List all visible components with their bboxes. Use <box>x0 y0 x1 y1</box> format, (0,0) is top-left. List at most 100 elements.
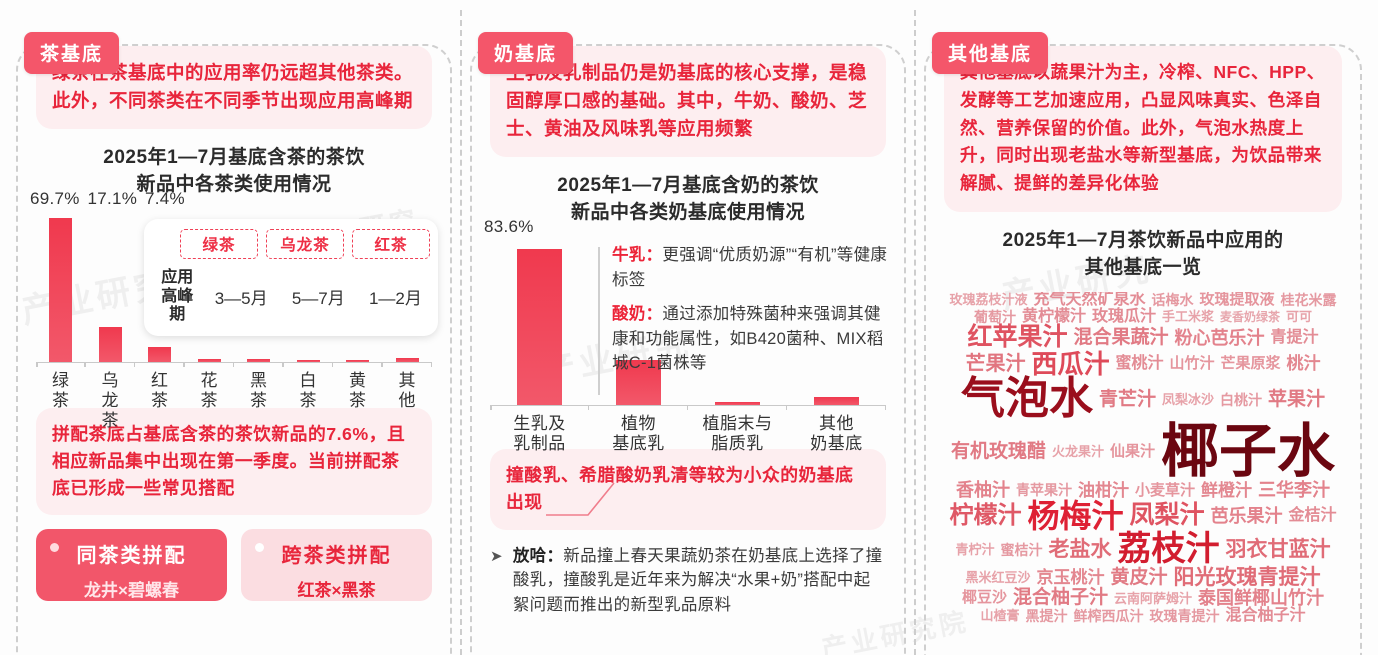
word-cloud-term: 玫瑰荔枝汁液 <box>949 292 1028 308</box>
peak-chip-black-tea: 红茶 <box>352 229 430 260</box>
badge-milk-base: 奶基底 <box>478 32 574 74</box>
blend-card-row: 同茶类拼配 龙井×碧螺春 跨茶类拼配 红茶×黑茶 <box>36 529 432 602</box>
bar-value-label: 7.4% <box>145 189 185 209</box>
word-cloud-term: 仙果汁 <box>1110 443 1156 461</box>
word-cloud-term: 有机玫瑰醋 <box>950 441 1046 463</box>
peak-period-value-row: 应用 高峰期 3—5月 5—7月 1—2月 <box>152 269 430 324</box>
word-cloud-term: 青提汁 <box>1270 328 1319 346</box>
callout-milk-base: 生乳及乳制品仍是奶基底的核心支撑，是稳固醇厚口感的基础。其中，牛奶、酸奶、芝士、… <box>490 46 886 158</box>
word-cloud-term: 火龙果汁 <box>1051 444 1104 460</box>
bar <box>148 346 172 363</box>
word-cloud-term: 云南阿萨姆汁 <box>1114 590 1193 606</box>
word-cloud-term: 阳光玫瑰青提汁 <box>1173 566 1321 590</box>
word-cloud-term: 凤梨汁 <box>1129 501 1205 530</box>
word-cloud-term: 椰子水 <box>1161 419 1336 485</box>
bullet-dot-icon <box>50 543 59 553</box>
blend-card-title: 同茶类拼配 <box>76 545 187 568</box>
blend-card-subtitle: 龙井×碧螺春 <box>84 581 179 601</box>
bar-value-label: 83.6% <box>484 217 534 237</box>
annotation-milk: 牛乳：更强调“优质奶源”“有机”等健康标签 <box>612 246 888 290</box>
word-cloud-term: 玫瑰青提汁 <box>1149 607 1220 624</box>
word-cloud-term: 玫瑰瓜汁 <box>1091 307 1156 325</box>
column-milk-base: 奶基底 生乳及乳制品仍是奶基底的核心支撑，是稳固醇厚口感的基础。其中，牛奶、酸奶… <box>462 10 916 655</box>
bar <box>98 326 122 363</box>
bar <box>247 359 271 363</box>
word-cloud-term: 泰国鲜椰山竹汁 <box>1198 587 1325 608</box>
bar-value-label: 69.7% <box>30 189 80 209</box>
word-cloud-term: 蜜桔汁 <box>1000 541 1043 558</box>
word-cloud-term: 白桃汁 <box>1220 391 1262 408</box>
bar-slot <box>787 241 886 411</box>
word-cloud-term: 麦香奶绿茶 <box>1220 309 1281 324</box>
word-cloud-term: 青柠汁 <box>955 542 995 558</box>
word-cloud-term: 油柑汁 <box>1077 480 1129 500</box>
peak-period-chip-row: 绿茶 乌龙茶 红茶 <box>152 229 430 260</box>
word-cloud-term: 柠檬汁 <box>949 501 1022 529</box>
peak-chip-oolong-tea: 乌龙茶 <box>266 229 344 260</box>
word-cloud-term: 黄皮汁 <box>1110 567 1168 589</box>
column-tea-base: 茶基底 绿茶在茶基底中的应用率仍远超其他茶类。此外，不同茶类在不同季节出现应用高… <box>8 10 462 655</box>
word-cloud-term: 混合果蔬汁 <box>1073 327 1169 349</box>
bar-slot: 83.6% <box>484 217 589 411</box>
bar <box>615 359 662 406</box>
bar <box>516 249 563 406</box>
bar-slot: 69.7% <box>30 189 86 368</box>
bar <box>296 360 320 363</box>
word-cloud-term: 金桔汁 <box>1288 506 1337 524</box>
badge-other-base: 其他基底 <box>932 32 1049 74</box>
peak-chip-green-tea: 绿茶 <box>180 229 258 260</box>
word-cloud-term: 充气天然矿泉水 <box>1033 291 1146 308</box>
word-cloud-term: 黑提汁 <box>1025 607 1068 624</box>
bar-category-label: 其他 奶基底 <box>810 414 863 454</box>
bar-slot: 17.1% <box>86 189 137 368</box>
column-panel-border <box>16 44 452 655</box>
word-cloud-term: 鲜橙汁 <box>1201 480 1252 500</box>
word-cloud-term: 葡萄汁 <box>973 308 1016 325</box>
bar-chart-tea: 69.7% 17.1% 7.4% 绿茶乌龙茶红茶花茶黑茶白茶黄茶其他 绿茶 乌龙茶 … <box>30 189 438 430</box>
bar-chart-xaxis-tea: 绿茶 乌龙茶 红茶花茶黑茶白茶黄茶其他 <box>36 371 432 431</box>
bar-value-label: 17.1% <box>87 189 138 209</box>
bar-slot <box>333 213 383 368</box>
word-cloud-other-base: 玫瑰荔枝汁液 充气天然矿泉水 话梅水 玫瑰提取液 桂花米露葡萄汁 黄柠檬汁 玫瑰瓜汁 手工米浆… <box>944 292 1342 644</box>
bullet-dot-icon <box>255 543 264 553</box>
word-cloud-term: 芒果原浆 <box>1220 355 1281 373</box>
column-other-base: 其他基底 其他基底以蔬果汁为主，冷榨、NFC、HPP、发酵等工艺加速应用，凸显风… <box>916 10 1370 655</box>
word-cloud-term: 粉心芭乐汁 <box>1174 327 1265 348</box>
word-cloud-term: 手工米浆 <box>1161 309 1214 325</box>
bar-slot <box>185 213 235 368</box>
badge-tea-base: 茶基底 <box>24 32 120 74</box>
word-cloud-term: 京玉桃汁 <box>1036 568 1105 588</box>
bar <box>197 358 221 363</box>
peak-value-oolong-tea: 5—7月 <box>291 289 345 309</box>
word-cloud-term: 混合柚子汁 <box>1225 606 1306 624</box>
word-cloud-term: 黑米红豆沙 <box>965 570 1031 586</box>
column-panel-border <box>470 44 906 655</box>
arrow-bullet-icon: ➤ <box>490 547 503 565</box>
bar-category-label: 白茶 <box>299 371 317 411</box>
word-cloud-term: 羽衣甘蓝汁 <box>1225 538 1331 561</box>
bar-category-label: 植脂末与 脂质乳 <box>702 414 773 454</box>
word-cloud-term: 鲜榨西瓜汁 <box>1073 607 1144 624</box>
case-note-milk: ➤ 放哈：新品撞上春天果蔬奶茶在奶基底上选择了撞酸乳，撞酸乳是近年来为解决“水果… <box>490 544 886 618</box>
word-cloud-term: 可可 <box>1286 309 1313 325</box>
word-cloud-term: 蜜桃汁 <box>1115 354 1164 372</box>
annotation-yogurt: 酸奶：通过添加特殊菌种来强调其健康和功能属性，如B420菌种、MIX稻城C-1菌… <box>612 304 884 373</box>
blend-card-same-type: 同茶类拼配 龙井×碧螺春 <box>36 529 227 602</box>
leader-line <box>546 482 615 517</box>
word-cloud-term: 青苹果汁 <box>1015 482 1072 499</box>
word-cloud-term: 黄柠檬汁 <box>1021 307 1086 325</box>
bar <box>813 396 860 406</box>
bar-category-label: 红茶 <box>151 371 169 411</box>
word-cloud-term: 老盐水 <box>1048 538 1112 561</box>
word-cloud-term: 芒果汁 <box>965 352 1026 375</box>
word-cloud-term: 气泡水 <box>960 374 1093 424</box>
word-cloud-term: 荔枝汁 <box>1117 530 1220 569</box>
case-note-brand: 放哈： <box>512 546 564 565</box>
chart-title-tea: 2025年1—7月基底含茶的茶饮 新品中各茶类使用情况 <box>103 147 365 196</box>
bar-slot: 7.4% <box>135 189 185 368</box>
word-cloud-term: 山竹汁 <box>1169 355 1215 373</box>
bar-slot <box>688 241 787 411</box>
peak-period-label: 应用 高峰期 <box>161 269 194 323</box>
chart-title-other: 2025年1—7月茶饮新品中应用的 其他基底一览 <box>1002 229 1284 278</box>
